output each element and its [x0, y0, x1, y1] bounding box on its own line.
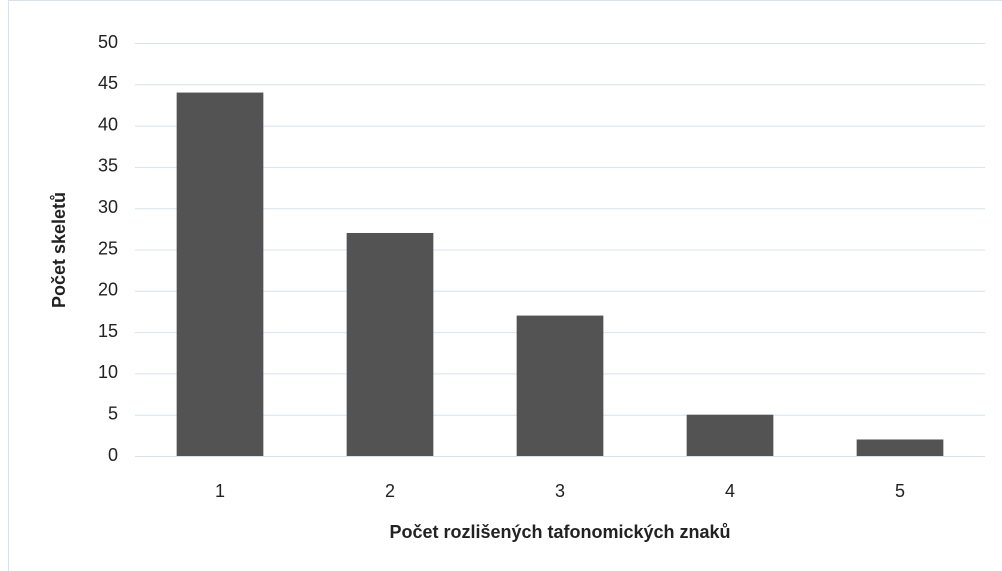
- x-tick-label: 1: [215, 481, 225, 501]
- y-axis-title: Počet skeletů: [49, 192, 69, 308]
- y-tick-label: 15: [98, 321, 118, 341]
- x-tick-label: 4: [725, 481, 735, 501]
- bar: [856, 439, 944, 456]
- chart-frame: [8, 0, 1002, 571]
- y-tick-label: 5: [108, 403, 118, 423]
- y-tick-label: 25: [98, 238, 118, 258]
- x-tick-label: 3: [555, 481, 565, 501]
- x-tick-label: 2: [385, 481, 395, 501]
- y-tick-label: 40: [98, 114, 118, 134]
- y-tick-label: 10: [98, 362, 118, 382]
- y-tick-label: 0: [108, 445, 118, 465]
- y-tick-label: 20: [98, 280, 118, 300]
- y-tick-label: 50: [98, 32, 118, 52]
- bar: [516, 315, 604, 456]
- y-tick-label: 30: [98, 197, 118, 217]
- y-tick-label: 45: [98, 73, 118, 93]
- x-tick-label: 5: [895, 481, 905, 501]
- bar: [346, 232, 434, 456]
- x-axis-title: Počet rozlišených tafonomických znaků: [389, 522, 730, 542]
- bar: [686, 414, 774, 456]
- bar: [176, 92, 264, 456]
- y-tick-label: 35: [98, 156, 118, 176]
